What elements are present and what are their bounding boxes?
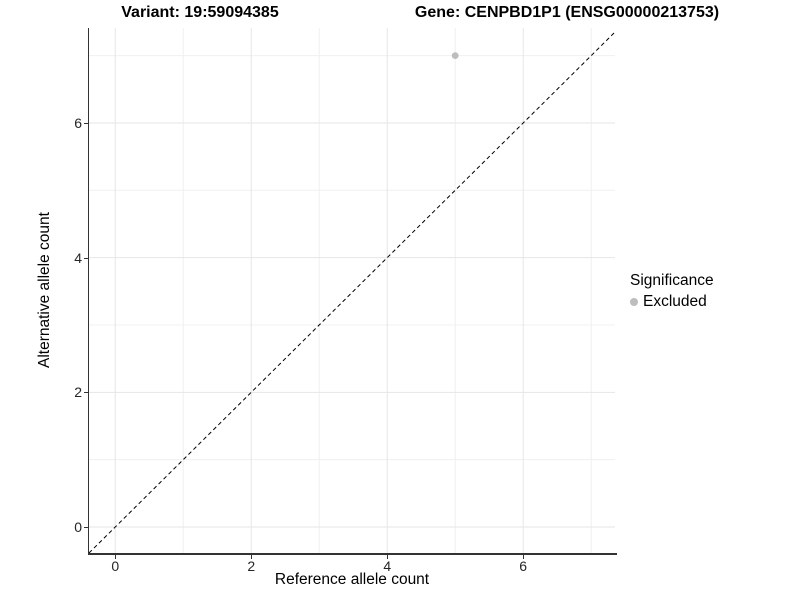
y-axis-title: Alternative allele count xyxy=(36,212,53,368)
legend: Significance Excluded xyxy=(630,271,714,311)
plot-svg xyxy=(89,28,615,553)
y-tick-label: 2 xyxy=(74,384,82,401)
identity-line xyxy=(89,31,615,553)
plot-title-gene: Gene: CENPBD1P1 (ENSG00000213753) xyxy=(414,4,720,21)
plot-panel xyxy=(89,28,615,553)
legend-item: Excluded xyxy=(630,292,714,311)
y-tick-label: 0 xyxy=(74,519,82,535)
legend-title: Significance xyxy=(630,272,714,289)
legend-key-dot-icon xyxy=(630,297,638,306)
x-tick-label: 6 xyxy=(519,558,528,574)
x-axis-title: Reference allele count xyxy=(274,571,430,588)
x-tick-label: 0 xyxy=(111,558,120,574)
plot-title-variant: Variant: 19:59094385 xyxy=(121,4,279,21)
y-tick-mark xyxy=(83,257,88,259)
y-tick-mark xyxy=(83,527,88,528)
x-tick-mark xyxy=(251,554,253,559)
x-axis-line xyxy=(87,553,617,555)
y-tick-label: 6 xyxy=(74,114,82,131)
legend-item-label: Excluded xyxy=(643,293,707,310)
data-point xyxy=(451,52,459,60)
x-tick-label: 4 xyxy=(383,558,392,574)
x-tick-label: 2 xyxy=(247,558,256,574)
x-tick-mark xyxy=(387,554,389,559)
x-tick-mark xyxy=(523,554,525,559)
y-tick-mark xyxy=(83,122,88,124)
legend-items: Excluded xyxy=(630,292,714,311)
y-tick-label: 4 xyxy=(74,249,82,266)
y-tick-mark xyxy=(83,392,88,394)
y-axis-line xyxy=(87,28,89,555)
x-tick-mark xyxy=(115,554,117,559)
